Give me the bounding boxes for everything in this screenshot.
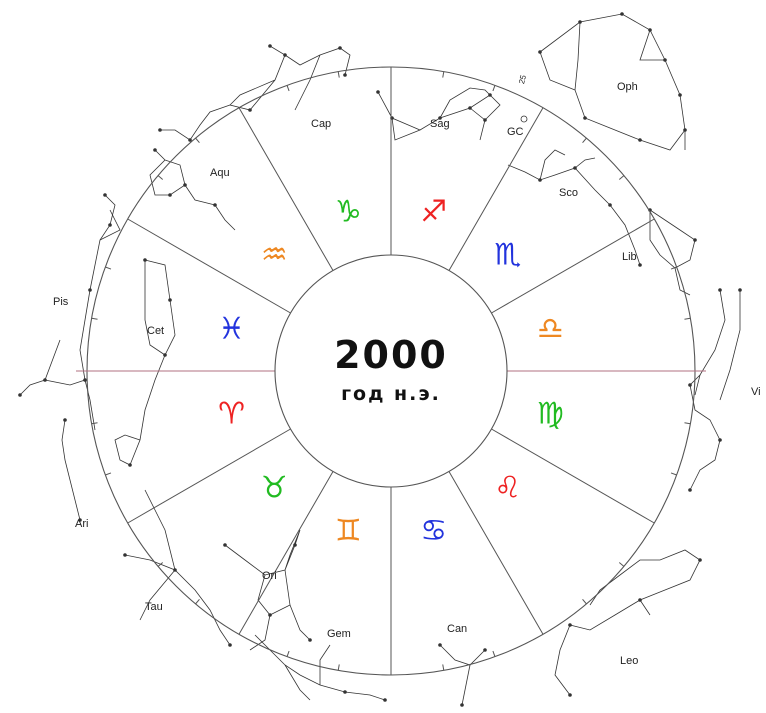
ring-tick-marks xyxy=(91,71,691,671)
ring-tick xyxy=(582,137,587,144)
zodiac-libra-icon: ♎ xyxy=(537,311,564,346)
zodiac-sagittarius-icon: ♐ xyxy=(420,195,447,230)
ring-tick xyxy=(684,317,691,320)
ring-tick xyxy=(105,266,112,270)
mark-25: 25 xyxy=(517,73,528,84)
ring-tick xyxy=(442,71,445,78)
label-pis: Pis xyxy=(53,296,69,308)
label-sco: Sco xyxy=(559,187,578,199)
ring-tick xyxy=(582,598,587,605)
ring-tick xyxy=(195,137,200,144)
ring-tick xyxy=(157,562,164,567)
sector-line xyxy=(491,218,655,314)
label-can: Can xyxy=(447,623,467,635)
label-sag: Sag xyxy=(430,118,450,130)
label-leo: Leo xyxy=(620,655,638,667)
label-tau: Tau xyxy=(145,601,163,613)
zodiac-aquarius-icon: ♒ xyxy=(261,237,288,272)
ring-tick xyxy=(195,598,200,605)
ring-tick xyxy=(618,562,625,567)
label-oph: Oph xyxy=(617,81,638,93)
ring-tick xyxy=(618,175,625,180)
inner-center-circle xyxy=(274,254,508,488)
ring-tick xyxy=(337,664,340,671)
sector-line xyxy=(238,471,334,635)
sector-line xyxy=(127,428,291,524)
zodiac-gemini-icon: ♊ xyxy=(335,513,362,548)
label-gc: GC xyxy=(507,126,524,138)
sector-lines xyxy=(127,67,655,675)
sector-line xyxy=(491,428,655,524)
zodiac-virgo-icon: ♍ xyxy=(537,397,564,432)
ring-tick xyxy=(337,71,340,78)
center-year: 2000 xyxy=(334,333,448,377)
ring-tick xyxy=(91,317,98,320)
ring-tick xyxy=(684,422,691,425)
sector-line xyxy=(127,218,291,314)
ring-tick xyxy=(670,472,677,476)
ring-tick xyxy=(286,85,290,92)
gc-marker xyxy=(520,115,528,123)
zodiac-scorpio-icon: ♏ xyxy=(494,237,521,272)
label-cet: Cet xyxy=(147,325,164,337)
label-aqu: Aqu xyxy=(210,167,230,179)
sector-line xyxy=(448,107,544,271)
sector-line xyxy=(448,471,544,635)
ring-tick xyxy=(105,472,112,476)
zodiac-aries-icon: ♈ xyxy=(218,397,245,432)
ring-tick xyxy=(91,422,98,425)
zodiac-glyphs: ♑ ♐ ♏ ♎ ♍ ♌ ♋ ♊ ♉ ♈ ♓ ♒ xyxy=(218,195,564,549)
center-era: год н.э. xyxy=(341,383,441,405)
zodiac-taurus-icon: ♉ xyxy=(261,471,288,506)
constellation-stars xyxy=(18,12,742,707)
label-ari: Ari xyxy=(75,518,88,530)
ring-tick xyxy=(442,664,445,671)
zodiac-cancer-icon: ♋ xyxy=(420,513,447,548)
ring-tick xyxy=(286,650,290,657)
sector-line xyxy=(238,107,334,271)
ring-tick xyxy=(492,85,496,92)
zodiac-leo-icon: ♌ xyxy=(494,471,521,506)
label-ori: Ori xyxy=(262,570,277,582)
label-gem: Gem xyxy=(327,628,351,640)
label-lib: Lib xyxy=(622,251,637,263)
ring-tick xyxy=(157,175,164,180)
constellation-labels: Oph Sag GC Cap Aqu Sco Lib Pis Cet Vi Ar… xyxy=(53,73,761,667)
label-vir: Vi xyxy=(751,386,761,398)
ring-tick xyxy=(492,650,496,657)
zodiac-capricorn-icon: ♑ xyxy=(335,195,362,230)
ring-tick xyxy=(670,266,677,270)
label-cap: Cap xyxy=(311,118,331,130)
zodiac-pisces-icon: ♓ xyxy=(218,311,245,346)
